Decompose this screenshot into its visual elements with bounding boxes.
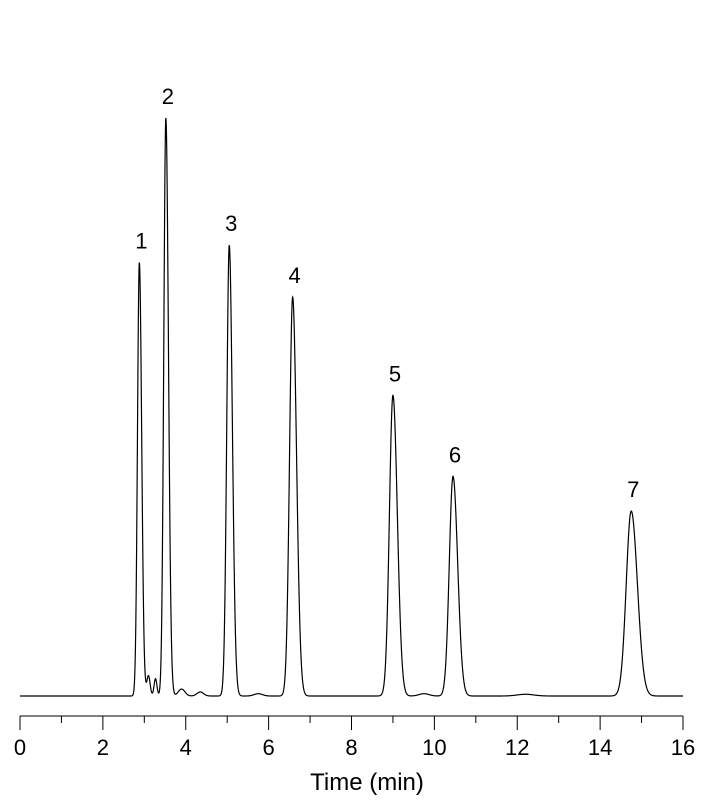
x-axis: 0 2 4 6 8 10 12 14 16 — [14, 715, 695, 760]
peak-label: 3 — [225, 211, 237, 236]
x-tick-label: 4 — [180, 735, 192, 760]
peak-labels: 1 2 3 4 5 6 7 — [135, 84, 639, 502]
x-tick-label: 0 — [14, 735, 26, 760]
peak-label: 6 — [449, 442, 461, 467]
peak-label: 1 — [135, 229, 147, 254]
peak-label: 5 — [389, 361, 401, 386]
peak-label: 7 — [627, 477, 639, 502]
peak-label: 2 — [162, 84, 174, 109]
x-axis-title: Time (min) — [310, 769, 424, 796]
x-tick-label: 14 — [588, 735, 612, 760]
x-tick-label: 16 — [671, 735, 695, 760]
x-tick-label: 10 — [422, 735, 446, 760]
x-tick-label: 8 — [345, 735, 357, 760]
chromatogram-trace — [20, 117, 683, 697]
x-tick-label: 12 — [505, 735, 529, 760]
peak-label: 4 — [289, 263, 301, 288]
trace-layer — [20, 117, 683, 697]
x-tick-label: 2 — [97, 735, 109, 760]
x-tick-label: 6 — [263, 735, 275, 760]
